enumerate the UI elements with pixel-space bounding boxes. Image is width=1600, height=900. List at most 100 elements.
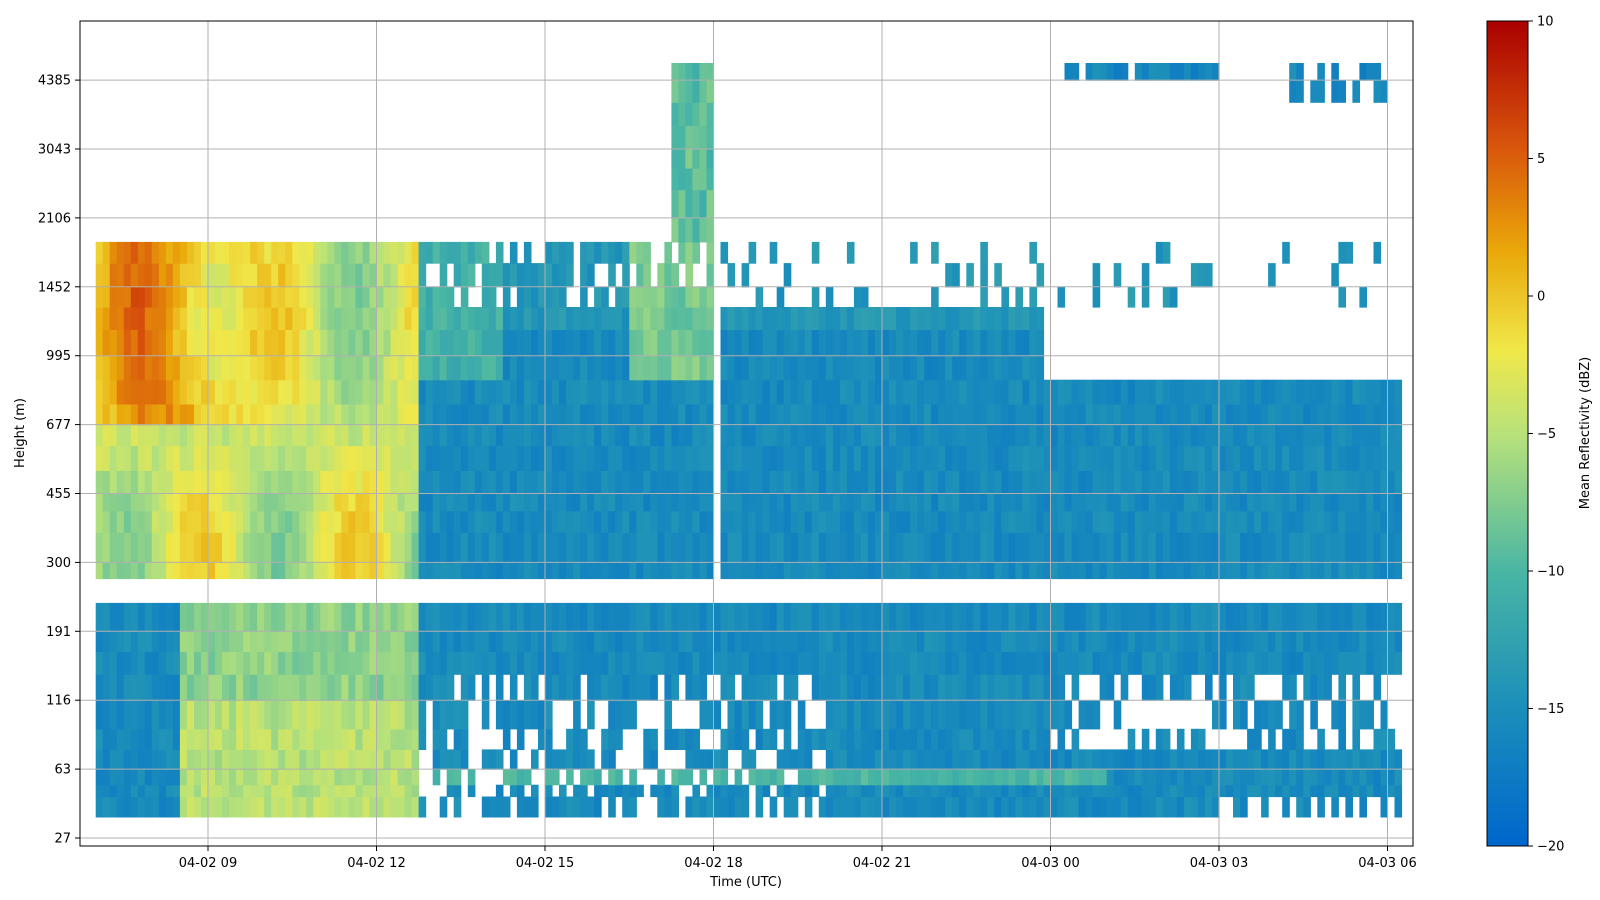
heatmap-cell: [320, 329, 328, 357]
heatmap-cell: [397, 241, 406, 264]
heatmap-cell: [397, 445, 406, 471]
heatmap-cell: [559, 329, 567, 357]
heatmap-cell: [1064, 63, 1073, 81]
heatmap-cell: [474, 445, 483, 471]
heatmap-cell: [685, 728, 693, 750]
heatmap-cell: [727, 329, 736, 357]
heatmap-cell: [334, 631, 342, 653]
heatmap-cell: [208, 470, 216, 495]
heatmap-cell: [1008, 510, 1016, 533]
heatmap-cell: [222, 424, 230, 447]
heatmap-cell: [299, 241, 307, 264]
heatmap-cell: [116, 769, 125, 786]
heatmap-cell: [1303, 424, 1311, 447]
heatmap-cell: [1134, 562, 1143, 580]
heatmap-cell: [1310, 510, 1318, 533]
heatmap-cell: [727, 307, 736, 330]
heatmap-cell: [839, 749, 848, 770]
heatmap-cell: [523, 379, 532, 405]
heatmap-cell: [776, 700, 785, 730]
heatmap-cell: [552, 470, 560, 495]
heatmap-cell: [1359, 784, 1367, 798]
heatmap-cell: [95, 728, 104, 750]
heatmap-cell: [1141, 562, 1150, 580]
heatmap-cell: [1106, 796, 1115, 818]
heatmap-cell: [1050, 403, 1059, 426]
heatmap-cell: [172, 355, 181, 381]
heatmap-cell: [95, 631, 104, 653]
heatmap-cell: [481, 445, 490, 471]
heatmap-cell: [875, 379, 883, 405]
heatmap-cell: [285, 379, 293, 405]
heatmap-cell: [629, 602, 637, 632]
heatmap-cell: [1197, 562, 1206, 580]
heatmap-cell: [1310, 784, 1318, 798]
heatmap-cell: [973, 631, 981, 653]
heatmap-cell: [1120, 602, 1129, 632]
heatmap-cell: [495, 700, 504, 730]
heatmap-cell: [264, 241, 272, 264]
heatmap-cell: [790, 424, 799, 447]
heatmap-cell: [952, 784, 960, 798]
heatmap-cell: [945, 493, 953, 512]
heatmap-cell: [123, 263, 132, 288]
heatmap-cell: [790, 602, 799, 632]
heatmap-cell: [320, 784, 328, 798]
heatmap-cell: [1275, 424, 1283, 447]
heatmap-cell: [889, 355, 897, 381]
heatmap-cell: [327, 379, 335, 405]
heatmap-cell: [1099, 796, 1108, 818]
heatmap-cell: [1219, 674, 1227, 701]
heatmap-cell: [1071, 749, 1080, 770]
heatmap-cell: [1352, 674, 1360, 701]
heatmap-cell: [1029, 470, 1037, 495]
heatmap-cell: [797, 562, 806, 580]
heatmap-cell: [762, 355, 771, 381]
heatmap-cell: [1394, 445, 1403, 471]
heatmap-cell: [636, 403, 644, 426]
heatmap-cell: [973, 445, 981, 471]
heatmap-cell: [278, 424, 286, 447]
heatmap-cell: [1120, 63, 1129, 81]
heatmap-cell: [531, 784, 539, 798]
heatmap-cell: [601, 562, 609, 580]
heatmap-cell: [1275, 470, 1283, 495]
heatmap-cell: [383, 241, 392, 264]
heatmap-cell: [882, 749, 890, 770]
heatmap-cell: [1015, 631, 1023, 653]
heatmap-cell: [137, 796, 146, 818]
heatmap-cell: [685, 445, 693, 471]
heatmap-cell: [1008, 651, 1016, 675]
heatmap-cell: [931, 329, 939, 357]
heatmap-cell: [495, 445, 504, 471]
heatmap-cell: [236, 355, 244, 381]
heatmap-cell: [790, 445, 799, 471]
heatmap-cell: [692, 470, 700, 495]
heatmap-cell: [460, 470, 469, 495]
heatmap-cell: [488, 286, 497, 308]
heatmap-cell: [1324, 602, 1332, 632]
heatmap-cell: [552, 403, 560, 426]
heatmap-cell: [1113, 510, 1122, 533]
heatmap-cell: [194, 445, 202, 471]
heatmap-cell: [144, 286, 153, 308]
heatmap-cell: [1345, 493, 1353, 512]
heatmap-cell: [460, 631, 469, 653]
heatmap-cell: [1155, 379, 1164, 405]
heatmap-cell: [762, 424, 771, 447]
heatmap-cell: [966, 307, 974, 330]
heatmap-cell: [1366, 631, 1374, 653]
heatmap-cell: [397, 749, 406, 770]
heatmap-cell: [285, 329, 293, 357]
heatmap-cell: [1071, 796, 1080, 818]
heatmap-cell: [481, 263, 490, 288]
heatmap-cell: [896, 674, 904, 701]
heatmap-cell: [769, 700, 778, 730]
heatmap-cell: [573, 470, 581, 495]
y-tick-label: 3043: [38, 143, 71, 158]
heatmap-cell: [587, 241, 595, 264]
heatmap-cell: [917, 424, 925, 447]
heatmap-cell: [615, 424, 623, 447]
heatmap-cell: [1190, 403, 1199, 426]
heatmap-cell: [453, 379, 462, 405]
